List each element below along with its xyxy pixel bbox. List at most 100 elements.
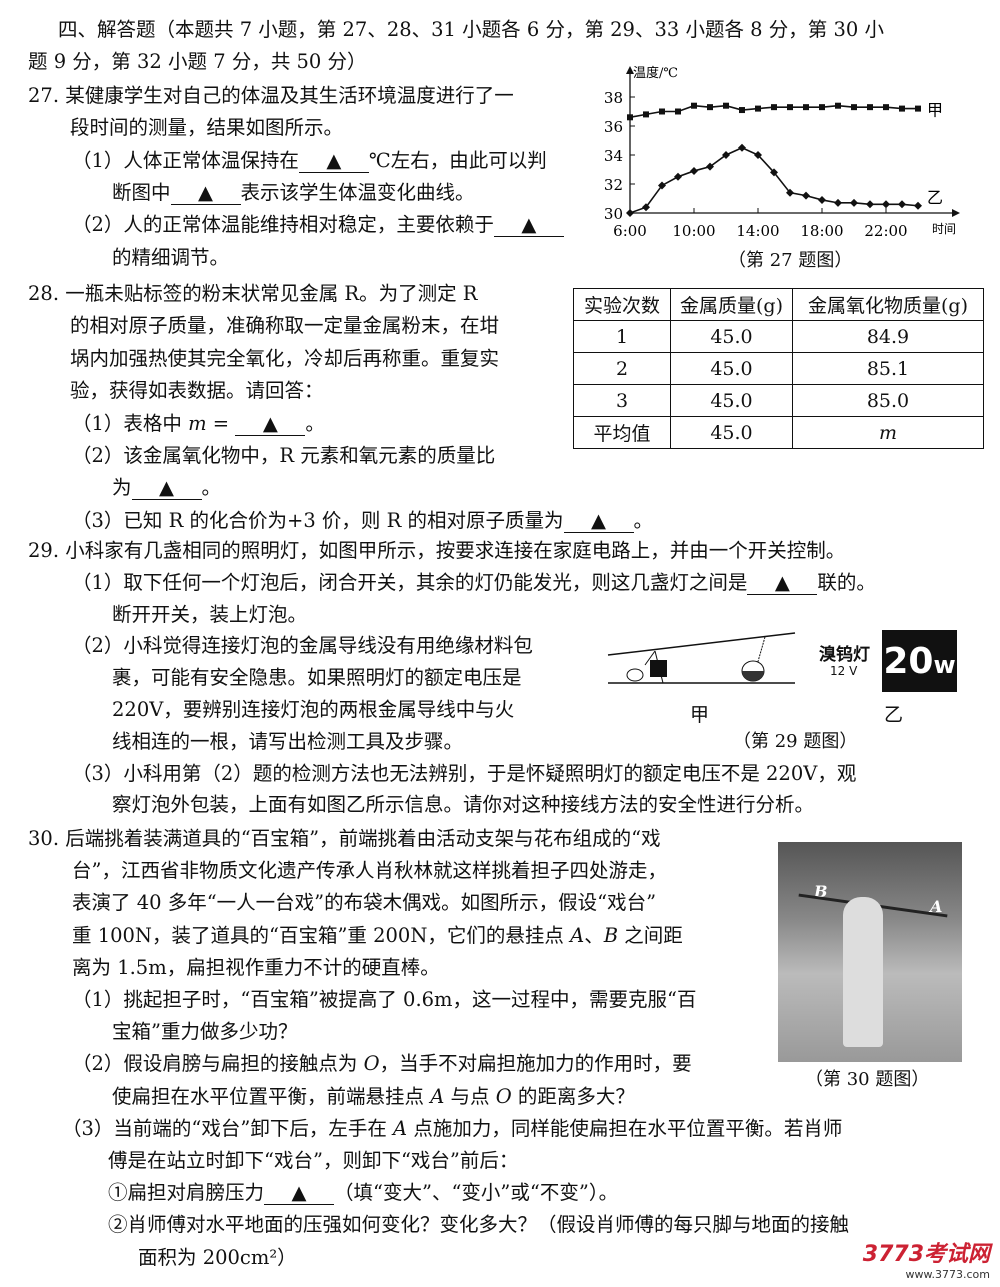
lamp-voltage: 12 V [830, 664, 858, 678]
text: 28. 一瓶未贴标签的粉末状常见金属 R。为了测定 R [28, 282, 478, 305]
table-cell: 实验次数 [573, 288, 671, 321]
data-point [690, 166, 698, 175]
table-header: 实验次数 金属质量(g) 金属氧化物质量(g) [573, 288, 984, 321]
y-tick-label: 38 [604, 89, 623, 107]
text: 使扁担在水平位置平衡，前端悬挂点 [112, 1084, 431, 1108]
data-point [914, 201, 922, 210]
text: （3）已知 R 的化合价为+3 价，则 R 的相对原子质量为 [72, 508, 564, 532]
person-figure [843, 897, 883, 1047]
logo-url: www.3773.com [905, 1268, 990, 1281]
data-point [627, 114, 633, 121]
data-point [706, 162, 714, 171]
data-point [626, 209, 634, 217]
x-tick-label: 22:00 [864, 222, 907, 240]
series-line [629, 146, 919, 214]
q29-line: 220V，要辨别连接灯泡的两根金属导线中与火 [112, 696, 514, 724]
x-tick-label: 10:00 [672, 222, 715, 240]
q28-line: 验，获得如表数据。请回答： [70, 377, 324, 405]
text: 傅是在站立时卸下“戏台”，则卸下“戏台”前后： [108, 1149, 519, 1172]
y-tick-label: 30 [604, 205, 623, 223]
text: 、 [584, 923, 604, 947]
q28-line: 的相对原子质量，准确称取一定量金属粉末，在坩 [70, 312, 499, 340]
data-point [754, 151, 762, 159]
q30-line: 离为 1.5m，扁担视作重力不计的硬直棒。 [72, 954, 440, 982]
text: 之间距 [618, 923, 683, 947]
table-cell: 金属氧化物质量(g) [792, 288, 984, 321]
q30-line: 30. 后端挑着装满道具的“百宝箱”，前端挑着由活动支架与花布组成的“戏 [28, 825, 661, 853]
text: 联的。 [817, 570, 876, 594]
x-axis-label: 时间 [932, 222, 956, 236]
table-row: 2 45.0 85.1 [573, 352, 984, 385]
variable: A [570, 923, 585, 947]
text: 面积为 200cm²） [138, 1245, 297, 1269]
section-header-line: 四、解答题（本题共 7 小题，第 27、28、31 小题各 6 分，第 29、3… [58, 16, 884, 44]
data-point [659, 108, 665, 115]
data-point [899, 105, 905, 112]
q29-line: 29. 小科家有几盏相同的照明灯，如图甲所示，按要求连接在家庭电路上，并由一个开… [28, 537, 845, 565]
table-row: 平均值 45.0 m [573, 416, 984, 449]
data-point [819, 104, 825, 111]
q30-line: （1）挑起担子时，“百宝箱”被提高了 0.6m，这一过程中，需要克服“百 [72, 986, 697, 1014]
text: 与点 [444, 1084, 496, 1108]
answer-blank: ▲ [264, 1182, 335, 1206]
text: 27. 某健康学生对自己的体温及其生活环境温度进行了一 [28, 84, 514, 107]
q28-line: 为 ▲。 [112, 474, 221, 502]
text: = [206, 411, 236, 435]
table-cell: 45.0 [670, 384, 793, 417]
answer-blank: ▲ [747, 571, 818, 595]
text: 29. 小科家有几盏相同的照明灯，如图甲所示，按要求连接在家庭电路上，并由一个开… [28, 539, 846, 562]
data-point [883, 104, 889, 111]
text: 离为 1.5m，扁担视作重力不计的硬直棒。 [72, 955, 440, 979]
q27-line: （2）人的正常体温能维持相对稳定，主要依赖于 ▲ [72, 211, 564, 239]
q28-line: （1）表格中 m = ▲。 [72, 410, 325, 438]
text: ②肖师傅对水平地面的压强如何变化？变化多大？（假设肖师傅的每只脚与地面的接触 [108, 1213, 850, 1237]
q29-line: （2）小科觉得连接灯泡的金属导线没有用绝缘材料包 [72, 632, 533, 660]
variable: A [393, 1116, 408, 1140]
text: （1）表格中 [72, 411, 189, 435]
data-point [834, 198, 842, 207]
q30-line: ①扁担对肩膀压力 ▲ （填“变大”、“变小”或“不变”）。 [108, 1179, 618, 1207]
q27-line: 27. 某健康学生对自己的体温及其生活环境温度进行了一 [28, 82, 514, 110]
text: 。 [201, 476, 222, 500]
variable: O [495, 1084, 512, 1108]
text: 的精细调节。 [112, 245, 230, 269]
table-cell: m [792, 416, 984, 449]
temperature-chart: 30 32 34 36 38 6:00 10:00 14:00 18:00 22:00 温度/℃ 时间… [604, 65, 960, 240]
data-point [786, 188, 794, 197]
data-point [867, 104, 873, 111]
table-cell: 2 [573, 352, 671, 385]
x-tick-label: 6:00 [613, 222, 647, 240]
q29-line: 线相连的一根，请写出检测工具及步骤。 [112, 728, 463, 756]
data-point [643, 111, 649, 118]
y-axis-arrow [626, 66, 634, 74]
data-point [866, 200, 874, 209]
text: ①扁担对肩膀压力 [108, 1181, 265, 1205]
table-cell: 85.0 [792, 384, 984, 417]
data-point [850, 198, 858, 207]
x-axis-arrow [952, 209, 960, 217]
logo-brand: 3773考试网 [862, 1242, 990, 1267]
q27-line: 的精细调节。 [112, 244, 229, 272]
figure-30-caption: （第 30 题图） [805, 1069, 930, 1090]
series-label: 甲 [927, 101, 943, 120]
table-row: 3 45.0 85.0 [573, 384, 984, 417]
q30-line: 台”，江西省非物质文化遗产传承人肖秋林就这样挑着担子四处游走， [72, 857, 667, 885]
variable: B [603, 923, 619, 947]
series-label: 乙 [927, 188, 943, 207]
text: （3）小科用第（2）题的检测方法也无法辨别，于是怀疑照明灯的额定电压不是 220… [72, 761, 857, 785]
q28-line: 埚内加强热使其完全氧化，冷却后再称重。重复实 [70, 345, 499, 373]
text: 题 9 分，第 32 小题 7 分，共 50 分） [28, 50, 367, 73]
text: 的相对原子质量，准确称取一定量金属粉末，在坩 [70, 314, 500, 338]
text: （填“变大”、“变小”或“不变”）。 [334, 1181, 619, 1205]
figure-label-yi: 乙 [884, 704, 904, 726]
y-tick-label: 34 [604, 147, 623, 165]
text: （1）人体正常体温保持在 [72, 148, 299, 172]
text: 线相连的一根，请写出检测工具及步骤。 [112, 729, 464, 753]
q30-line: 表演了 40 多年“一人一台戏”的布袋木偶戏。如图所示，假设“戏台” [72, 889, 656, 917]
text: 表示该学生体温变化曲线。 [240, 180, 475, 204]
q30-line: 宝箱”重力做多少功？ [112, 1018, 297, 1046]
x-tick-label: 18:00 [800, 222, 843, 240]
figure-30-photo: B A [778, 842, 962, 1062]
data-point [802, 191, 810, 200]
text: 30. 后端挑着装满道具的“百宝箱”，前端挑着由活动支架与花布组成的“戏 [28, 827, 661, 850]
